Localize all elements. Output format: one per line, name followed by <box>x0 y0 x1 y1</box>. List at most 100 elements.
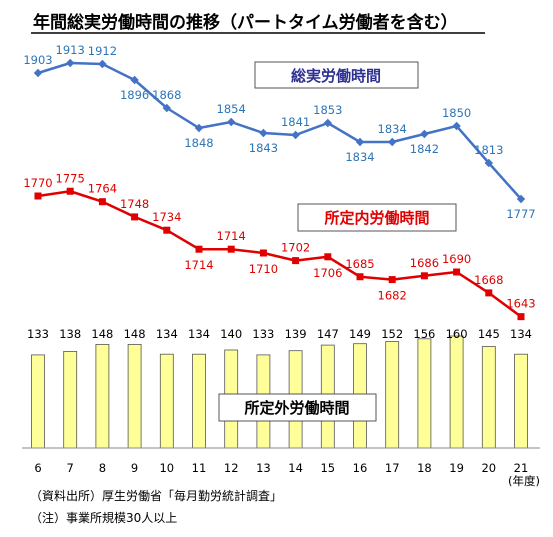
overtime-bar-7 <box>63 350 78 449</box>
x-tick-13: 13 <box>256 461 271 475</box>
scheduled-hours-point-19 <box>453 268 461 276</box>
x-tick-15: 15 <box>320 461 335 475</box>
scheduled-hours-label-19: 1690 <box>442 252 471 266</box>
x-tick-10: 10 <box>159 461 174 475</box>
total-hours-label-12: 1854 <box>217 102 246 116</box>
total-hours-label-17: 1834 <box>378 122 407 136</box>
total-hours-legend-box <box>254 61 419 89</box>
scheduled-hours-point-11 <box>195 245 203 253</box>
scheduled-hours-point-13 <box>259 249 267 257</box>
total-hours-point-20 <box>484 158 493 168</box>
total-hours-label-7: 1913 <box>56 43 85 57</box>
total-hours-point-17 <box>388 137 397 147</box>
total-hours-point-6 <box>33 68 43 78</box>
overtime-bar-20 <box>481 346 496 449</box>
scheduled-hours-label-15: 1706 <box>313 266 342 280</box>
scheduled-hours-point-9 <box>131 213 139 221</box>
x-tick-8: 8 <box>99 461 106 475</box>
total-hours-label-10: 1868 <box>152 88 181 102</box>
total-hours-point-9 <box>130 75 139 85</box>
overtime-label-6: 133 <box>27 327 49 341</box>
overtime-bar-9 <box>127 343 142 449</box>
overtime-bar-11 <box>192 353 206 449</box>
overtime-label-20: 145 <box>478 327 500 341</box>
source-note: （資料出所）厚生労働省「毎月勤労統計調査」 <box>30 488 282 503</box>
total-hours-label-14: 1841 <box>281 115 310 129</box>
data-labels: 133 138 148 148 134 134 140 133 139 147 149 152 156 1… <box>23 43 535 341</box>
x-tick-9: 9 <box>131 461 138 475</box>
total-hours-label-8: 1912 <box>88 44 117 58</box>
overtime-bars <box>31 335 528 449</box>
total-hours-label-11: 1848 <box>184 136 213 150</box>
scheduled-hours-point-17 <box>388 276 396 284</box>
x-tick-19: 19 <box>449 461 464 475</box>
overtime-label-14: 139 <box>285 327 307 341</box>
total-hours-label-13: 1843 <box>249 141 278 155</box>
overtime-bar-19 <box>449 335 464 449</box>
total-hours-label-16: 1834 <box>345 150 374 164</box>
total-hours-point-10 <box>162 103 171 113</box>
x-tick-20: 20 <box>481 461 496 475</box>
x-tick-17: 17 <box>385 461 400 475</box>
scheduled-hours-point-21 <box>517 313 525 321</box>
scheduled-hours-point-6 <box>34 192 42 200</box>
scheduled-hours-label-10: 1734 <box>152 210 181 224</box>
total-hours-point-18 <box>420 129 429 139</box>
scheduled-hours-label-16: 1685 <box>345 257 374 271</box>
total-hours-point-7 <box>66 58 75 68</box>
total-hours-label-21: 1777 <box>506 207 535 221</box>
total-hours-point-15 <box>323 118 332 128</box>
x-tick-18: 18 <box>417 461 432 475</box>
overtime-label-16: 149 <box>349 327 371 341</box>
total-hours-point-13 <box>259 128 268 138</box>
total-hours-series-label: 総実労働時間 <box>291 67 381 85</box>
overtime-bar-17 <box>385 341 400 449</box>
x-tick-16: 16 <box>353 461 368 475</box>
overtime-label-17: 152 <box>381 327 403 341</box>
scheduled-hours-label-18: 1686 <box>410 256 439 270</box>
line-series <box>33 58 526 321</box>
overtime-label-7: 138 <box>59 327 81 341</box>
scheduled-hours-label-17: 1682 <box>378 289 407 303</box>
scheduled-hours-point-7 <box>66 187 74 195</box>
total-hours-point-21 <box>516 194 526 204</box>
overtime-bar-18 <box>417 338 432 449</box>
overtime-label-13: 133 <box>252 327 274 341</box>
scheduled-hours-point-10 <box>163 226 171 234</box>
x-axis: 6 7 8 9 10 11 12 13 14 15 16 17 18 19 20 21(年度) <box>22 447 540 488</box>
overtime-label-9: 148 <box>124 327 146 341</box>
total-hours-point-8 <box>98 59 107 69</box>
overtime-label-8: 148 <box>91 327 113 341</box>
x-tick-12: 12 <box>224 461 239 475</box>
scheduled-hours-point-20 <box>485 289 493 297</box>
overtime-hours-legend-box <box>218 393 377 422</box>
overtime-bar-6 <box>31 354 45 449</box>
total-hours-label-6: 1903 <box>23 53 52 67</box>
total-hours-label-15: 1853 <box>313 103 342 117</box>
x-unit-label: (年度) <box>508 474 540 488</box>
total-hours-label-19: 1850 <box>442 106 471 120</box>
overtime-label-18: 156 <box>413 327 435 341</box>
sample-note: （注）事業所規模30人以上 <box>30 510 177 525</box>
scheduled-hours-label-13: 1710 <box>249 262 278 276</box>
total-hours-label-20: 1813 <box>474 143 503 157</box>
overtime-label-11: 134 <box>188 327 210 341</box>
scheduled-hours-legend-box <box>297 203 457 232</box>
scheduled-hours-line <box>37 190 522 318</box>
overtime-hours-series-label: 所定外労働時間 <box>244 399 349 417</box>
scheduled-hours-label-7: 1775 <box>56 171 85 185</box>
scheduled-hours-label-6: 1770 <box>23 176 52 190</box>
scheduled-hours-point-16 <box>356 273 364 281</box>
scheduled-hours-label-20: 1668 <box>474 273 503 287</box>
overtime-bar-10 <box>159 353 174 449</box>
scheduled-hours-label-14: 1702 <box>281 241 310 255</box>
scheduled-hours-point-15 <box>324 253 332 261</box>
overtime-label-10: 134 <box>156 327 178 341</box>
scheduled-hours-label-9: 1748 <box>120 197 149 211</box>
overtime-bar-21 <box>514 353 528 449</box>
scheduled-hours-label-8: 1764 <box>88 182 117 196</box>
total-hours-point-14 <box>291 130 300 140</box>
x-tick-21: 21 <box>514 461 529 475</box>
